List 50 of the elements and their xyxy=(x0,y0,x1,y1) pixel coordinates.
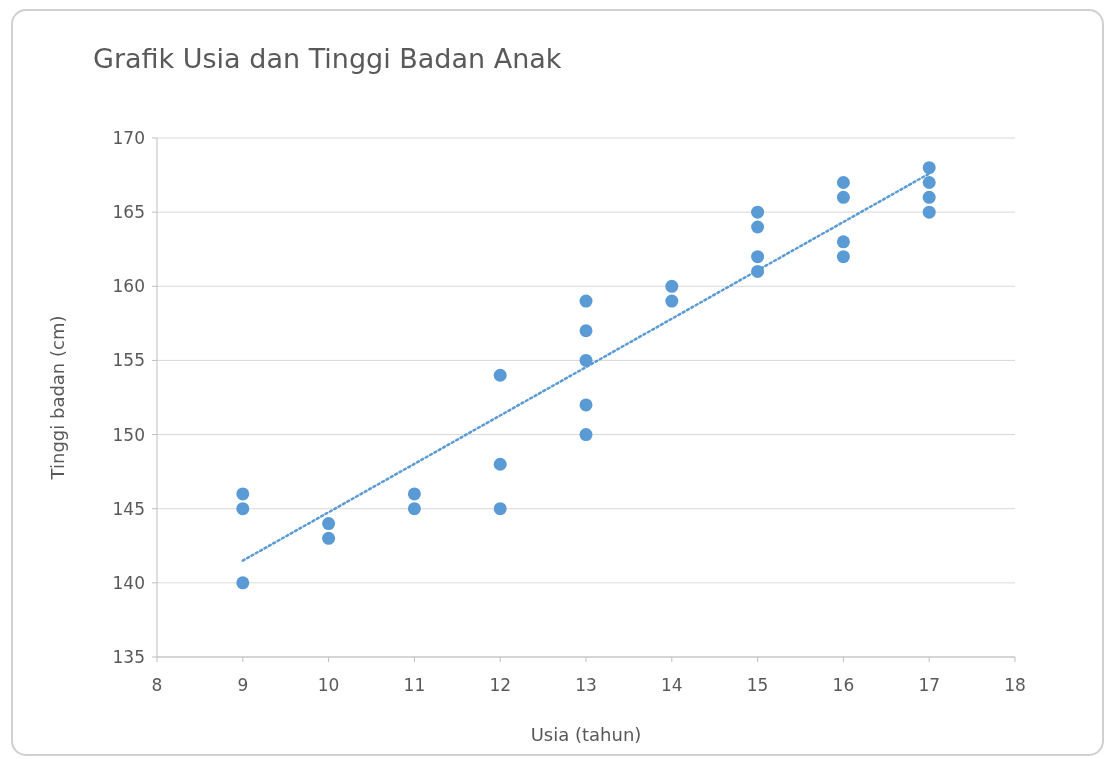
y-tick-label: 170 xyxy=(112,127,145,148)
x-axis-title: Usia (tahun) xyxy=(530,724,642,745)
y-tick-label: 145 xyxy=(112,498,145,519)
point xyxy=(922,176,936,189)
point xyxy=(493,368,507,382)
x-tick-label: 17 xyxy=(918,675,941,695)
point xyxy=(751,220,765,234)
point xyxy=(579,428,593,442)
point xyxy=(236,502,250,516)
chart-title: Grafik Usia dan Tinggi Badan Anak xyxy=(93,43,562,74)
point xyxy=(407,487,421,501)
point xyxy=(836,235,850,249)
point xyxy=(579,324,593,338)
x-tick-label: 11 xyxy=(403,675,426,695)
y-tick-label: 155 xyxy=(112,350,145,371)
point xyxy=(751,250,765,264)
point xyxy=(322,517,336,531)
point xyxy=(836,250,850,264)
point xyxy=(922,190,936,204)
point xyxy=(836,190,850,204)
point xyxy=(665,279,679,293)
y-tick-label: 140 xyxy=(112,572,145,593)
point xyxy=(236,576,250,590)
point xyxy=(236,487,250,501)
y-tick-label: 160 xyxy=(112,276,145,297)
point xyxy=(665,294,679,308)
point xyxy=(579,398,593,412)
x-tick-label: 18 xyxy=(1004,675,1026,695)
point xyxy=(751,205,765,219)
x-tick-label: 15 xyxy=(746,675,769,695)
point xyxy=(322,531,336,545)
x-tick-label: 9 xyxy=(237,675,249,695)
point xyxy=(493,457,507,471)
y-axis-title: Tinggi badan (cm) xyxy=(47,315,68,481)
point xyxy=(407,502,421,516)
x-tick-label: 14 xyxy=(660,675,683,695)
x-tick-label: 8 xyxy=(151,675,163,695)
x-tick-label: 10 xyxy=(317,675,340,695)
x-tick-label: 12 xyxy=(489,675,512,695)
point xyxy=(836,176,850,189)
y-tick-label: 135 xyxy=(112,646,145,667)
point xyxy=(922,161,936,175)
x-tick-label: 13 xyxy=(575,675,597,695)
y-tick-label: 165 xyxy=(112,202,145,223)
point xyxy=(493,502,507,516)
x-tick-label: 16 xyxy=(832,675,855,695)
point xyxy=(922,205,936,219)
point xyxy=(579,353,593,367)
point xyxy=(579,294,593,308)
y-tick-label: 150 xyxy=(112,424,145,445)
